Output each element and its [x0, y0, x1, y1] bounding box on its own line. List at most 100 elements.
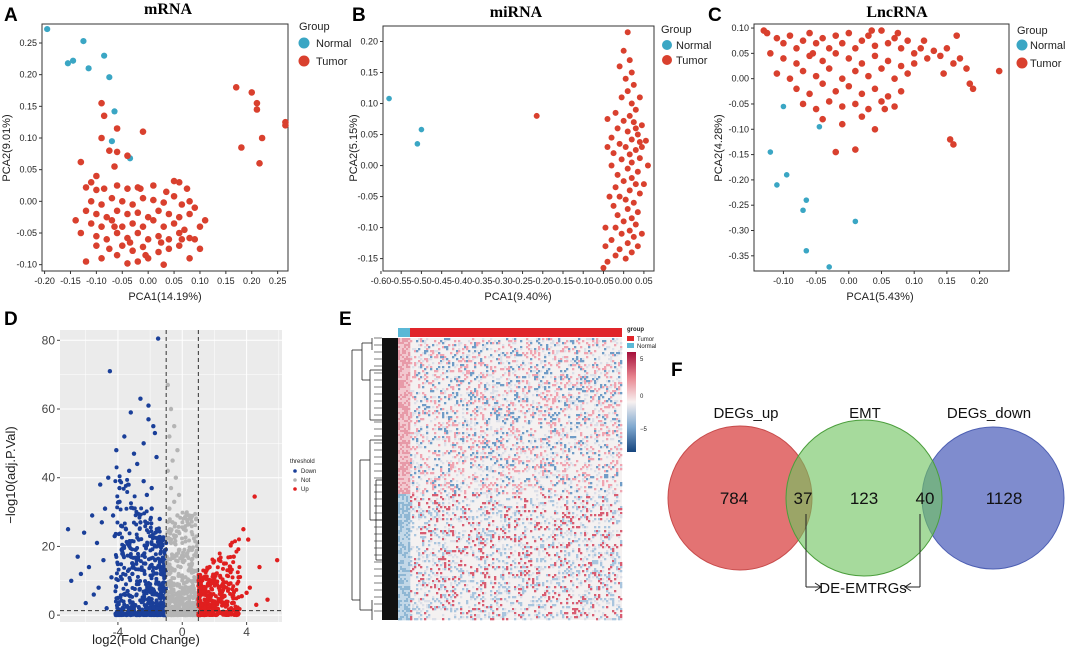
heatmap-cell	[398, 458, 401, 461]
heatmap-cell	[476, 452, 479, 455]
point-up-bg-375	[228, 564, 233, 569]
heatmap-cell	[516, 350, 519, 353]
heatmap-cell	[580, 384, 583, 387]
heatmap-cell	[546, 344, 549, 347]
point-tumor-a-41	[186, 198, 193, 205]
point-tumor-b-66	[642, 137, 649, 144]
heatmap-cell	[402, 472, 405, 475]
heatmap-cell	[502, 362, 505, 365]
heatmap-cell	[530, 348, 533, 351]
heatmap-cell	[418, 348, 421, 351]
y-tick-label-d-2: 40	[42, 471, 56, 485]
point-tumor-c-28	[943, 44, 951, 52]
heatmap-cell	[398, 380, 401, 383]
heatmap-cell	[546, 438, 549, 441]
heatmap-cell	[408, 344, 411, 347]
heatmap-cell	[502, 438, 505, 441]
heatmap-cell	[432, 472, 435, 475]
heatmap-cell	[518, 434, 521, 437]
point-tumor-c-84	[966, 80, 974, 88]
heatmap-cell	[494, 408, 497, 411]
point-tumor-a-65	[201, 217, 209, 224]
heatmap-cell	[482, 402, 485, 405]
heatmap-cell	[404, 436, 407, 439]
heatmap-cell	[446, 348, 449, 351]
heatmap-cell	[550, 426, 553, 429]
heatmap-cell	[510, 476, 513, 479]
heatmap-cell	[474, 440, 477, 443]
heatmap-cell	[418, 446, 421, 449]
point-not-bg-382	[181, 581, 186, 586]
heatmap-cell	[540, 396, 543, 399]
heatmap-cell	[404, 468, 407, 471]
heatmap-cell	[506, 414, 509, 417]
heatmap-cell	[530, 442, 533, 445]
heatmap-cell	[416, 462, 419, 465]
heatmap-cell	[516, 470, 519, 473]
heatmap-cell	[458, 432, 461, 435]
heatmap-cell	[408, 462, 411, 465]
heatmap-cell	[460, 482, 463, 485]
heatmap-cell	[524, 480, 527, 483]
heatmap-cell	[592, 344, 595, 347]
heatmap-cell	[494, 398, 497, 401]
heatmap-cell	[446, 358, 449, 361]
heatmap-cell	[612, 354, 615, 357]
heatmap-cell	[412, 412, 415, 415]
point-tumor-b-6	[622, 75, 629, 82]
ticks-a: -0.20 -0.15 -0.10 -0.05 0.00 0.05 0.10 0.15 0.20…	[16, 38, 286, 286]
point-tumor-a-7	[124, 152, 131, 160]
heatmap-cell	[502, 398, 505, 401]
heatmap-cell	[496, 410, 499, 413]
point-not-bg-224	[164, 599, 169, 604]
heatmap-cell	[534, 356, 537, 359]
heatmap-cell	[552, 352, 555, 355]
heatmap-cell	[464, 458, 467, 461]
heatmap-cell	[414, 456, 417, 459]
heatmap-cell	[594, 388, 597, 391]
point-normal-b-0	[386, 95, 392, 102]
points-c	[760, 27, 1003, 270]
heatmap-cell	[550, 346, 553, 349]
point-down-51	[118, 523, 124, 529]
heatmap-cell	[414, 448, 417, 451]
y-tick-label-c-1: -0.30	[728, 226, 749, 236]
heatmap-cell	[604, 432, 607, 435]
heatmap-cell	[616, 454, 619, 457]
heatmap-cell	[612, 394, 615, 397]
heatmap-cell	[434, 402, 437, 405]
heatmap-cell	[406, 376, 409, 379]
point-up-6	[257, 564, 262, 570]
point-tumor-c-27	[937, 52, 944, 60]
heatmap-cell	[516, 438, 519, 441]
heatmap-cell	[408, 446, 411, 449]
heatmap-cell	[594, 372, 597, 375]
heatmap-cell	[538, 370, 541, 373]
heatmap-cell	[612, 476, 615, 479]
heatmap-cell	[434, 356, 437, 359]
heatmap-cell	[530, 362, 533, 365]
heatmap-cell	[522, 360, 525, 363]
heatmap-cell	[542, 414, 545, 417]
heatmap-cell	[398, 416, 401, 419]
point-not-bg-296	[179, 536, 184, 541]
heatmap-cell	[422, 470, 425, 473]
heatmap-cell	[566, 462, 569, 465]
heatmap-cell	[614, 464, 617, 467]
heatmap-cell	[424, 398, 427, 401]
heatmap-cell	[604, 476, 607, 479]
heatmap-cell	[584, 436, 587, 439]
heatmap-cell	[444, 478, 447, 481]
heatmap-cell	[568, 340, 571, 343]
point-up-4	[231, 554, 236, 559]
heatmap-cell	[540, 344, 543, 347]
heatmap-cell	[474, 456, 477, 459]
heatmap-cell	[586, 366, 589, 369]
point-not-bg-352	[164, 536, 169, 541]
point-tumor-b-45	[610, 202, 617, 209]
heatmap-cell	[536, 390, 539, 393]
heatmap-cell	[404, 404, 407, 407]
heatmap-cell	[402, 484, 405, 487]
heatmap-cell	[542, 338, 545, 341]
point-not-bg-397	[168, 579, 173, 584]
